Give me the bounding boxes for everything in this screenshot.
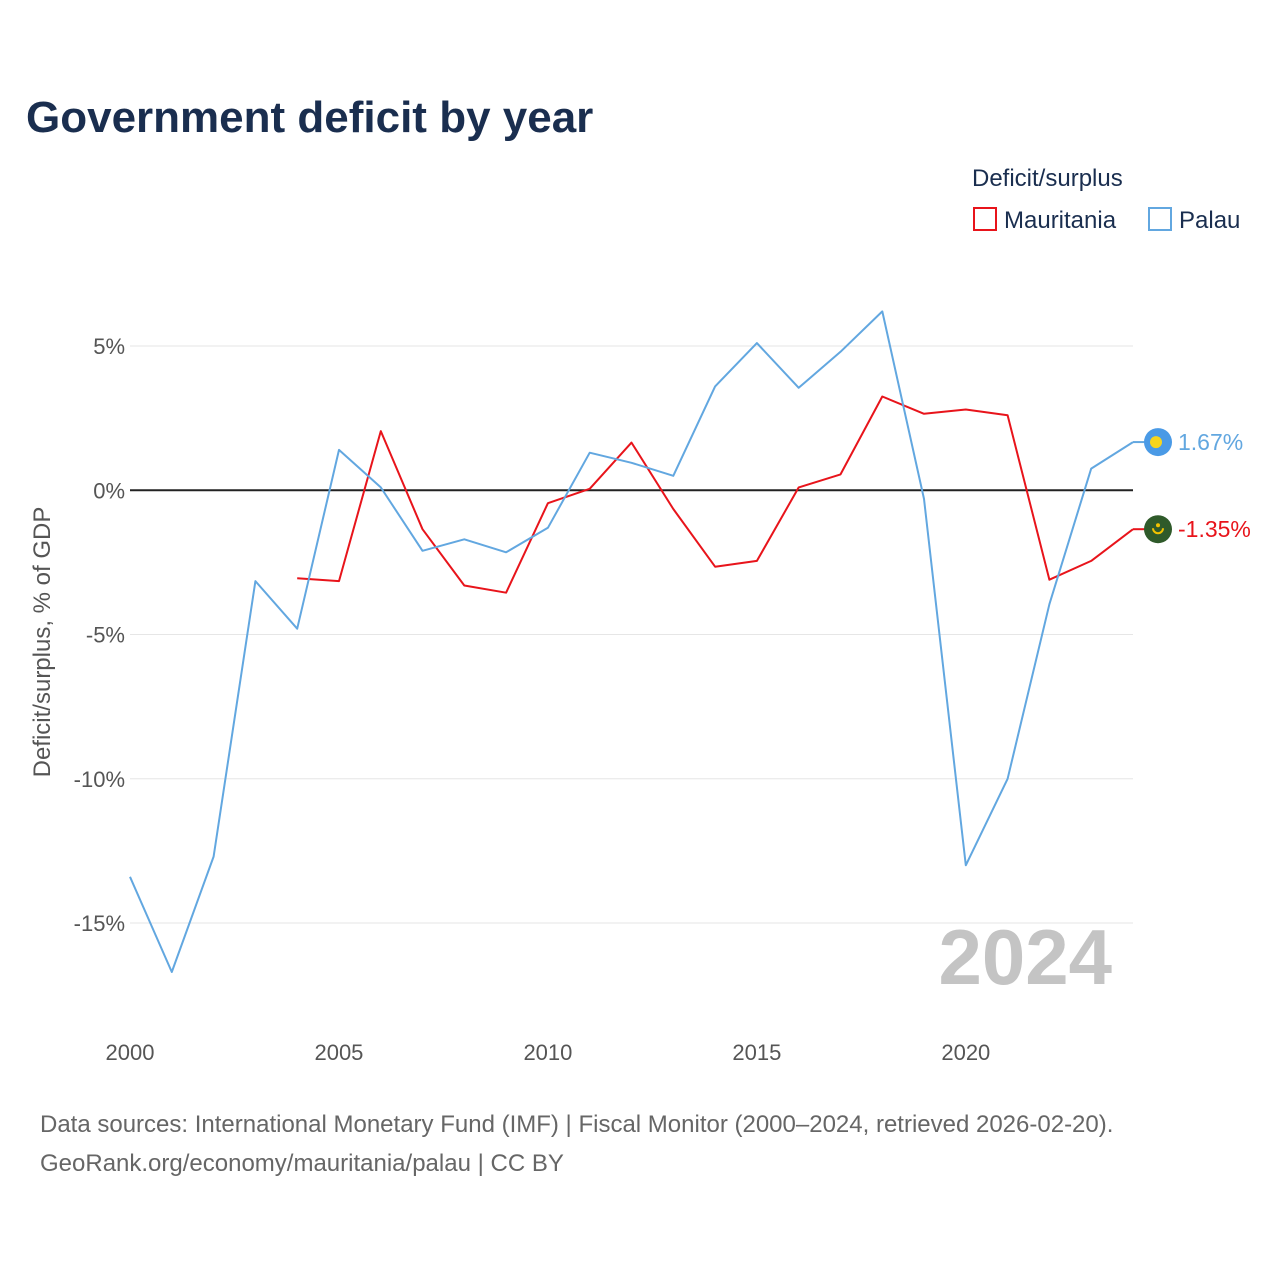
y-tick-label: -15% [74, 911, 125, 936]
x-tick-label: 2005 [314, 1040, 363, 1065]
legend-swatch-mauritania[interactable] [973, 207, 997, 231]
legend-label-mauritania[interactable]: Mauritania [1004, 207, 1117, 234]
x-tick-label: 2015 [732, 1040, 781, 1065]
chart-title: Government deficit by year [26, 93, 593, 142]
y-axis-label: Deficit/surplus, % of GDP [29, 507, 56, 778]
year-watermark: 2024 [938, 913, 1112, 1001]
mauritania-flag-icon [1144, 515, 1172, 544]
x-tick-label: 2000 [106, 1040, 155, 1065]
source-line-1: Data sources: International Monetary Fun… [40, 1111, 1113, 1138]
y-tick-label: -5% [86, 623, 125, 648]
series-line-mauritania[interactable] [297, 395, 1134, 594]
x-tick-label: 2020 [941, 1040, 990, 1065]
gridlines [130, 345, 1133, 924]
legend-title: Deficit/surplus [972, 165, 1123, 192]
x-axis-ticks: 2000 2005 2010 2015 2020 [106, 1040, 991, 1065]
legend: Deficit/surplus Mauritania Palau [972, 165, 1240, 234]
legend-label-palau[interactable]: Palau [1179, 207, 1240, 234]
x-tick-label: 2010 [523, 1040, 572, 1065]
series-lines [129, 310, 1134, 973]
y-tick-label: 0% [93, 478, 125, 503]
y-tick-label: -10% [74, 767, 125, 792]
end-label-palau: 1.67% [1178, 429, 1243, 455]
end-labels: -1.35% 1.67% [1133, 428, 1251, 544]
y-tick-label: 5% [93, 334, 125, 359]
y-axis-ticks: 5% 0% -5% -10% -15% [74, 334, 125, 936]
source-line-2[interactable]: GeoRank.org/economy/mauritania/palau | C… [40, 1150, 564, 1177]
series-line-palau[interactable] [129, 310, 1134, 973]
palau-flag-icon [1144, 428, 1172, 457]
end-label-mauritania: -1.35% [1178, 516, 1251, 542]
legend-swatch-palau[interactable] [1148, 207, 1172, 231]
